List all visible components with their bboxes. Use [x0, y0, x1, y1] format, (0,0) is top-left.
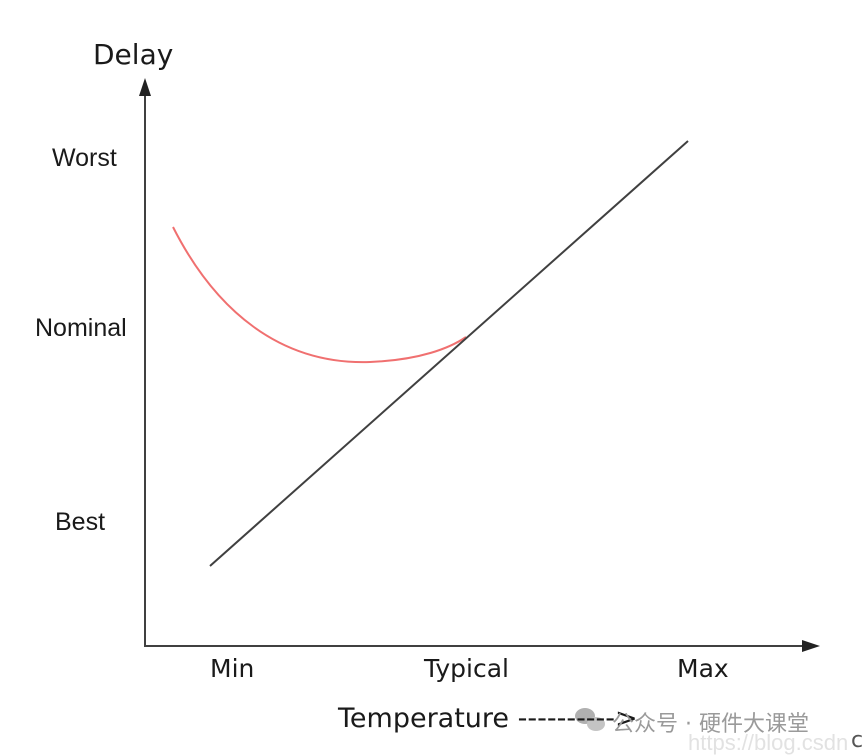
x-tick-max: Max: [677, 654, 729, 683]
wechat-icon: [575, 708, 605, 731]
y-tick-best: Best: [55, 508, 106, 536]
x-axis-arrow: [802, 640, 820, 652]
y-axis-arrow: [139, 78, 151, 96]
x-axis-title: Temperature ---------->: [338, 703, 638, 734]
y-tick-nominal: Nominal: [35, 314, 127, 342]
red-delay-curve: [172, 226, 467, 364]
x-tick-typical: Typical: [424, 654, 509, 683]
x-tick-min: Min: [210, 654, 255, 683]
watermark-trailing: c: [851, 728, 864, 753]
watermark-url: https://blog.csdn: [688, 730, 849, 755]
y-tick-worst: Worst: [52, 144, 117, 172]
y-axis-title: Delay: [93, 38, 174, 71]
watermark-text: 公众号 · 硬件大课堂: [612, 712, 809, 737]
linear-delay-line: [209, 140, 689, 567]
